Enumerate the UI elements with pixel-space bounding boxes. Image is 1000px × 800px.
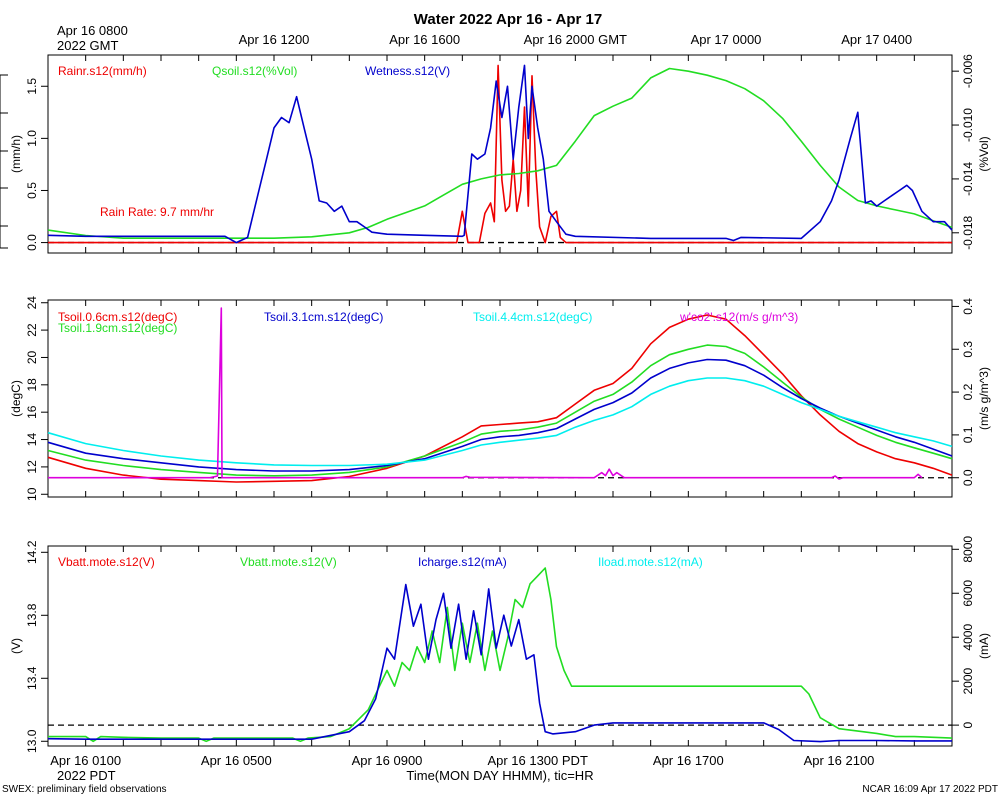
soil-temperature-panel: 10 12 14 16 18 20 22 24 0.0 0.1 0.2 0.3 0.4 (degC) (m/… [9, 296, 991, 501]
legend-vbatt-mote-s12-v: Vbatt.mote.s12(V) [240, 555, 337, 569]
chart-title: Water 2022 Apr 16 - Apr 17 [414, 11, 602, 28]
bottom-axis-label: Apr 16 2100 [804, 753, 875, 768]
top-axis-label: Apr 17 0000 [691, 32, 762, 47]
plot-frame [47, 54, 953, 254]
series-line-wetness-s12-v [47, 64, 953, 244]
footer-left: SWEX: preliminary field observations [2, 784, 167, 795]
bottom-axis-label: Apr 16 1300 PDT [487, 753, 588, 768]
top-axis-labels: Apr 16 1200 Apr 16 1600 Apr 16 2000 GMT Apr… [239, 32, 913, 47]
y-tick-label-right: 6000 [961, 580, 975, 607]
legend-w-co2-s12-m-s-g-m-3: w'co2'.s12(m/s g/m^3) [679, 310, 798, 324]
legend-icharge-s12-ma: Icharge.s12(mA) [418, 555, 507, 569]
bottom-axis-label: Apr 16 0100 [50, 753, 121, 768]
y-tick-label-right: 0.0 [961, 469, 975, 486]
bottom-axis-label: Apr 16 1700 [653, 753, 724, 768]
y-tick-label-left: 13.0 [25, 729, 39, 753]
top-axis-label: Apr 16 2000 GMT [524, 32, 627, 47]
y-axis-label-left: (degC) [9, 380, 23, 417]
legend-iload-mote-s12-ma: Iload.mote.s12(mA) [598, 555, 703, 569]
y-axis-label-right: (mA) [977, 633, 991, 659]
legend-tsoil-4-4cm-s12-degc: Tsoil.4.4cm.s12(degC) [473, 310, 592, 324]
y-tick-label-left: 10 [25, 487, 39, 501]
y-tick-label-left: 16 [25, 405, 39, 419]
y-tick-label-left: 18 [25, 378, 39, 392]
y-tick-label-right: 0.2 [961, 383, 975, 400]
y-tick-label-right: -0.018 [961, 215, 975, 249]
bottom-axis-labels: Apr 16 0100 Apr 16 0500 Apr 16 0900 Apr 16 … [50, 753, 874, 768]
plot-frame [47, 545, 953, 747]
y-tick-label-left: 13.8 [25, 603, 39, 627]
plot-frame [47, 299, 953, 498]
top-axis-first-label-line1: Apr 16 0800 [57, 23, 128, 38]
legend-qsoil-s12-vol: Qsoil.s12(%Vol) [212, 64, 297, 78]
y-tick-label-right: 8000 [961, 536, 975, 563]
y-tick-label-left: 13.4 [25, 666, 39, 690]
y-tick-label-right: 0.3 [961, 341, 975, 358]
annotation-rain-rate: Rain Rate: 9.7 mm/hr [100, 205, 214, 219]
y-tick-label-left: 24 [25, 296, 39, 310]
series-line-vbatt-mote-s12-v [48, 567, 953, 743]
series-line-tsoil-0-6cm-s12-degc [47, 314, 953, 483]
y-tick-label-left: 0.0 [25, 234, 39, 251]
y-tick-label-right: 0.4 [961, 298, 975, 315]
y-tick-label-right: 0 [961, 721, 975, 728]
top-axis-label: Apr 16 1200 [239, 32, 310, 47]
y-tick-label-left: 14.2 [25, 540, 39, 564]
y-tick-label-left: 22 [25, 323, 39, 337]
x-axis-label: Time(MON DAY HHMM), tic=HR [406, 768, 593, 783]
bottom-axis-label: Apr 16 0500 [201, 753, 272, 768]
series-line-w-co2-s12-m-s-g-m-3 [48, 307, 923, 480]
legend-wetness-s12-v: Wetness.s12(V) [365, 64, 450, 78]
legend-tsoil-3-1cm-s12-degc: Tsoil.3.1cm.s12(degC) [264, 310, 383, 324]
y-axis-label-right: (m/s g/m^3) [977, 367, 991, 430]
top-axis-label: Apr 17 0400 [841, 32, 912, 47]
y-tick-label-left: 0.5 [25, 182, 39, 199]
top-axis-label: Apr 16 1600 [389, 32, 460, 47]
series-line-qsoil-s12-vol [47, 67, 953, 239]
y-axis-label-left: (mm/h) [9, 135, 23, 173]
y-tick-label-right: 2000 [961, 667, 975, 694]
footer-right: NCAR 16:09 Apr 17 2022 PDT [862, 784, 998, 795]
water-panel: 0.0 0.5 1.0 1.5 -0.018 -0.014 -0.010 -0.006 (mm/… [0, 54, 991, 254]
series-line-tsoil-4-4cm-s12-degc [47, 377, 953, 467]
legend-tsoil-0-6cm-s12-degc: Tsoil.0.6cm.s12(degC) [58, 310, 177, 324]
y-tick-label-right: 4000 [961, 624, 975, 651]
top-axis-first-label-line2: 2022 GMT [57, 38, 118, 53]
y-axis-label-left: (V) [9, 638, 23, 654]
y-tick-label-left: 12 [25, 460, 39, 474]
y-tick-label-right: -0.006 [961, 54, 975, 88]
series-line-icharge-s12-ma [47, 583, 952, 743]
battery-panel: 13.0 13.4 13.8 14.2 0 2000 4000 6000 8000 (V) (mA)… [9, 536, 991, 753]
y-tick-label-right: -0.010 [961, 108, 975, 142]
y-tick-label-left: 14 [25, 433, 39, 447]
y-tick-label-left: 1.5 [25, 78, 39, 95]
bottom-year-label: 2022 PDT [57, 768, 116, 783]
legend-vbatt-mote-s12-v: Vbatt.mote.s12(V) [58, 555, 155, 569]
y-tick-label-right: -0.014 [961, 162, 975, 196]
series-line-tsoil-3-1cm-s12-degc [47, 358, 953, 472]
y-axis-label-right: (%Vol) [977, 136, 991, 171]
series-line-tsoil-1-9cm-s12-degc [47, 344, 953, 477]
y-tick-label-left: 20 [25, 350, 39, 364]
y-tick-label-right: 0.1 [961, 426, 975, 443]
y-tick-label-left: 1.0 [25, 130, 39, 147]
legend-tsoil-1-9cm-s12-degc: Tsoil.1.9cm.s12(degC) [58, 321, 177, 335]
bottom-axis-label: Apr 16 0900 [352, 753, 423, 768]
series-line-rainr-s12-mm-h [48, 64, 952, 244]
legend-rainr-s12-mm-h: Rainr.s12(mm/h) [58, 64, 147, 78]
